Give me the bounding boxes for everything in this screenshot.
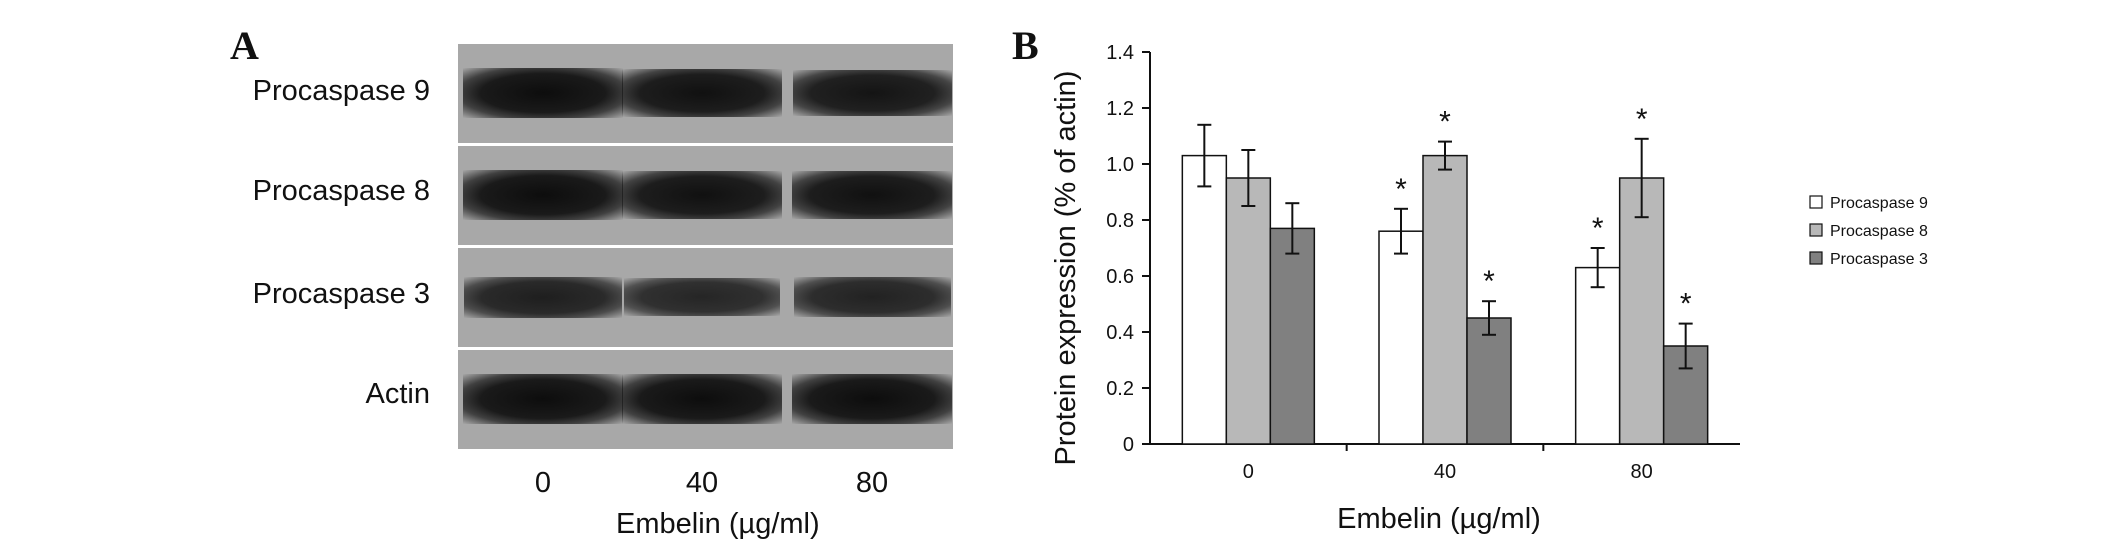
bar-chart: 0 0.2 0.4 0.6 0.8 1.0 1.2 1.4 0 40 * * * 80 * * * Procasp… xyxy=(1050,42,1928,535)
legend-swatch xyxy=(1809,195,1823,209)
blot-row-label-procaspase-3: Procaspase 3 xyxy=(252,278,430,310)
bar xyxy=(1662,345,1709,445)
blot-band-procaspase-3-lane-40 xyxy=(623,278,781,316)
significance-marker: * xyxy=(1680,288,1692,321)
blot-row-label-procaspase-9: Procaspase 9 xyxy=(252,75,430,107)
lane-label-40: 40 xyxy=(685,467,719,499)
y-tick-label: 0.2 xyxy=(1106,378,1134,400)
lane-label-0: 0 xyxy=(534,467,552,499)
blot-band-actin-lane-40 xyxy=(622,374,782,424)
bar xyxy=(1378,230,1424,445)
significance-marker: * xyxy=(1483,265,1495,298)
bar xyxy=(1269,227,1316,445)
y-tick-label: 0.4 xyxy=(1106,322,1134,344)
blot-x-axis-title: Embelin (µg/ml) xyxy=(616,508,820,540)
legend-swatch xyxy=(1809,223,1823,237)
blot-band-actin-lane-80 xyxy=(792,374,952,424)
y-tick-label: 0.8 xyxy=(1106,210,1134,232)
blot-band-procaspase-9-lane-0 xyxy=(463,68,623,118)
bar xyxy=(1466,317,1512,445)
y-tick-label: 0 xyxy=(1123,434,1134,456)
bar xyxy=(1574,266,1621,445)
panel-a-letter: A xyxy=(230,23,259,68)
legend-label: Procaspase 3 xyxy=(1830,251,1928,268)
y-tick-label: 1.4 xyxy=(1106,42,1134,64)
blot-band-procaspase-9-lane-40 xyxy=(622,68,782,118)
blot-band-procaspase-3-lane-80 xyxy=(793,277,951,317)
blot-row-label-procaspase-8: Procaspase 8 xyxy=(252,175,430,207)
legend-swatch xyxy=(1809,251,1823,265)
lane-label-80: 80 xyxy=(855,467,889,499)
blot-row-label-actin: Actin xyxy=(365,378,430,410)
blot-band-actin-lane-0 xyxy=(463,374,623,424)
x-axis-title: Embelin (µg/ml) xyxy=(1337,503,1541,535)
significance-marker: * xyxy=(1636,103,1648,136)
significance-marker: * xyxy=(1395,173,1407,206)
blot-band-procaspase-9-lane-80 xyxy=(792,69,952,117)
y-axis-title: Protein expression (% of actin) xyxy=(1050,71,1082,466)
panel-b-letter: B xyxy=(1012,23,1039,68)
significance-marker: * xyxy=(1592,212,1604,245)
x-tick-label: 80 xyxy=(1631,461,1653,483)
bar xyxy=(1618,177,1665,445)
bar xyxy=(1225,177,1272,445)
significance-marker: * xyxy=(1439,106,1451,139)
blot-band-procaspase-8-lane-80 xyxy=(792,170,952,220)
y-tick-label: 1.2 xyxy=(1106,98,1134,120)
legend-label: Procaspase 9 xyxy=(1830,195,1928,212)
x-tick-label: 0 xyxy=(1243,461,1254,483)
bar xyxy=(1181,154,1228,445)
y-tick-label: 0.6 xyxy=(1106,266,1134,288)
bar xyxy=(1422,154,1468,445)
x-tick-label: 40 xyxy=(1434,461,1456,483)
blot-band-procaspase-3-lane-0 xyxy=(464,276,622,318)
blot-band-procaspase-8-lane-0 xyxy=(463,170,623,220)
legend-label: Procaspase 8 xyxy=(1830,223,1928,240)
y-tick-label: 1.0 xyxy=(1106,154,1134,176)
blot-band-procaspase-8-lane-40 xyxy=(622,170,782,220)
